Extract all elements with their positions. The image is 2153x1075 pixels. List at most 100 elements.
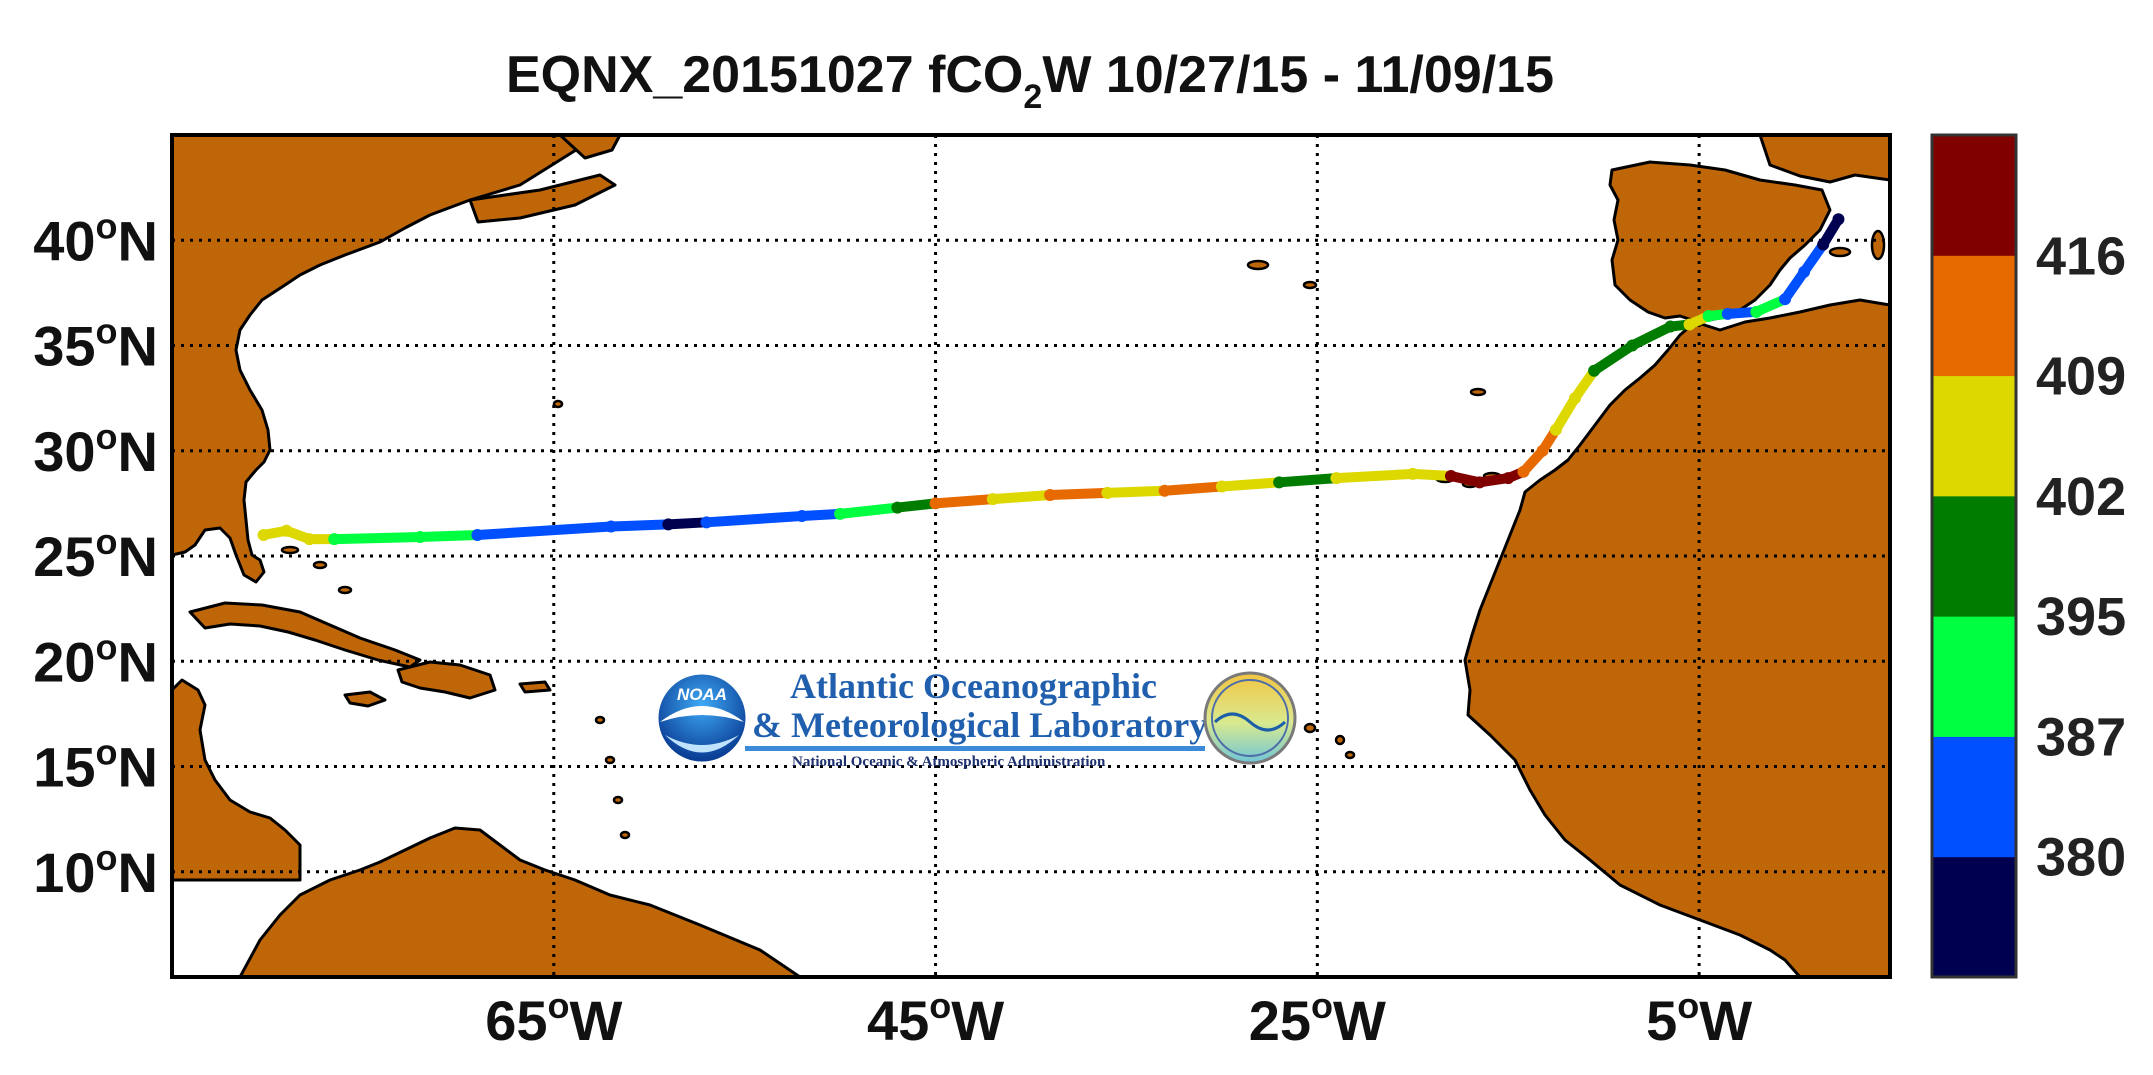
island-antilles-3 (612, 795, 624, 805)
land-north-america (172, 135, 602, 584)
island-bahamas-3 (337, 585, 353, 595)
map-area: NOAA Atlantic Oceanographic & Meteorolog… (172, 135, 1890, 977)
track-point (328, 533, 341, 546)
x-tick-label: 25oW (1249, 985, 1386, 1052)
island-cape-verde-3 (1344, 750, 1356, 760)
track-point (891, 501, 904, 514)
track-point (1750, 305, 1763, 318)
colorbar-label: 409 (2036, 347, 2126, 407)
colorbar-bin (1932, 856, 2016, 978)
track-segment (1216, 477, 1285, 492)
land-nova-scotia (468, 173, 617, 224)
island-sardinia (1870, 229, 1886, 261)
track-point (471, 528, 484, 541)
noaa-logo-icon (655, 671, 749, 765)
track-point (280, 524, 293, 537)
track-segment (1159, 481, 1227, 496)
track-point (1517, 465, 1530, 478)
track-segment (329, 532, 426, 545)
land-jamaica (343, 690, 387, 708)
track-segment (987, 489, 1056, 505)
x-tick-label: 65oW (485, 985, 622, 1052)
colorbar-frame (1930, 133, 2018, 979)
track-point (1273, 476, 1286, 489)
island-antilles-2 (604, 755, 616, 765)
track-segment (663, 517, 712, 530)
colorbar-bin (1932, 495, 2016, 617)
y-tick-label: 20oN (33, 626, 158, 693)
colorbar-label: 380 (2036, 828, 2126, 888)
track-point (1832, 213, 1845, 226)
track-segment (1045, 487, 1113, 500)
track-point (1502, 472, 1515, 485)
track-segment (1407, 468, 1456, 482)
track-point (1779, 293, 1792, 306)
track-segment (1627, 321, 1676, 351)
aoml-seal-ring (1211, 679, 1289, 757)
track-point (1215, 480, 1228, 493)
track-segment (415, 529, 483, 543)
map-grid (172, 135, 1890, 977)
track-point (1721, 307, 1734, 320)
track-segment (796, 508, 846, 522)
land-africa (1463, 298, 1890, 977)
colorbar: 380 387 395 402 409 416 (1930, 133, 2126, 979)
track-point (1569, 392, 1582, 405)
island-cape-verde-1 (1303, 722, 1317, 734)
track-point (1683, 318, 1696, 331)
track-point (1158, 484, 1171, 497)
track-point (929, 497, 942, 510)
y-tick-label: 40oN (33, 205, 158, 272)
track-point (662, 518, 675, 531)
colorbar-bin (1932, 375, 2016, 497)
track-point (257, 528, 270, 541)
track-point (1473, 476, 1486, 489)
track-segment (1589, 340, 1638, 376)
colorbar-bin (1932, 135, 2016, 256)
track-segment (701, 511, 807, 528)
land-newfoundland (558, 135, 622, 160)
y-tick-label: 10oN (33, 837, 158, 904)
track-segment (930, 494, 998, 509)
island-balearic (1828, 246, 1852, 258)
track-segment (1102, 485, 1170, 498)
track-point (795, 510, 808, 523)
chart-title: EQNX_20151027 fCO2W 10/27/15 - 11/09/15 (506, 46, 1554, 116)
land-hispaniola (396, 660, 497, 700)
track-segment (1550, 393, 1581, 435)
logo-line-3: National Oceanic & Atmospheric Administr… (792, 754, 1106, 770)
track-segment (835, 502, 903, 519)
track-segment (1274, 473, 1342, 488)
track-point (1044, 488, 1057, 501)
track-point (414, 531, 427, 544)
track-point (1588, 364, 1601, 377)
aoml-seal-icon (1203, 671, 1297, 765)
track-point (1330, 472, 1343, 485)
noaa-badge-text: NOAA (677, 685, 727, 704)
land-masses (172, 135, 1890, 977)
island-cape-verde-2 (1334, 734, 1346, 746)
x-axis-labels: 65oW 45oW 25oW 5oW (485, 985, 1752, 1052)
island-madeira (1469, 387, 1487, 397)
y-tick-label: 15oN (33, 732, 158, 799)
y-tick-label: 35oN (33, 311, 158, 378)
land-puerto-rico (518, 680, 552, 694)
island-antilles-4 (619, 830, 631, 840)
track-point (700, 516, 713, 529)
track-point (1406, 467, 1419, 480)
track-point (1626, 339, 1639, 352)
cruise-track (257, 213, 1845, 546)
x-tick-label: 5oW (1646, 985, 1752, 1052)
colorbar-label: 387 (2036, 707, 2126, 767)
track-point (1536, 444, 1549, 457)
x-tick-label: 45oW (867, 985, 1004, 1052)
island-bahamas-2 (312, 560, 328, 570)
track-point (834, 507, 847, 520)
colorbar-label: 395 (2036, 587, 2126, 647)
island-antilles-1 (594, 715, 606, 725)
track-point (605, 520, 618, 533)
track-point (1549, 423, 1562, 436)
y-axis-labels: 40oN 35oN 30oN 25oN 20oN 15oN 10oN (33, 205, 158, 904)
logo-divider (745, 746, 1205, 751)
